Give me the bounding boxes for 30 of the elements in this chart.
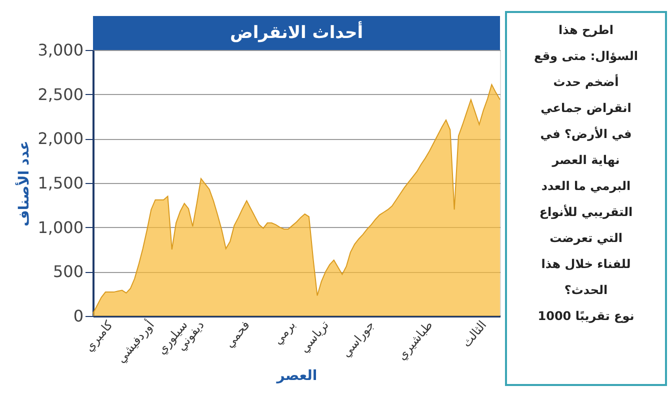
text: نهاية العصر — [551, 153, 620, 167]
text: الحدث؟ — [564, 283, 608, 297]
text: في الأرض؟ في — [540, 126, 632, 141]
text: أضخم حدث — [553, 74, 619, 89]
chart-title: أحداث الانقراض — [230, 21, 364, 43]
text: 1000 نوع تقريبًا — [538, 309, 634, 323]
y-tick-label: 1,500 — [38, 174, 84, 192]
y-tick-label: 2,500 — [38, 84, 84, 104]
text: التي تعرضت — [550, 231, 622, 245]
text: السؤال: متى وقع — [534, 49, 638, 63]
y-axis-title: عدد الأصناف — [14, 140, 33, 226]
x-tick-label: جوراسي — [338, 318, 378, 360]
y-tick-label: 2,000 — [38, 129, 84, 148]
y-tick-label: 500 — [52, 262, 84, 282]
x-tick-label: كامبري — [82, 318, 116, 354]
x-axis-title: العصر — [276, 368, 318, 384]
text: البرمي ما العدد — [541, 179, 631, 193]
text: التقريبي للأنواع — [539, 204, 633, 219]
text: اطرح هذا — [558, 23, 614, 37]
text: انقراض جماعي — [540, 101, 632, 115]
x-tick-label: طباشيري — [394, 318, 436, 363]
text: للفناء خلال هذا — [541, 257, 631, 271]
x-tick-label: أوردفيشي — [113, 317, 158, 366]
x-tick-label: فحمي — [222, 318, 253, 350]
x-tick-label: برمي — [270, 318, 298, 348]
y-tick-label: 3,000 — [38, 40, 84, 60]
x-tick-label: ترياسي — [296, 318, 332, 356]
x-tick-label: الثالث — [459, 318, 490, 350]
y-tick-label: 0 — [73, 306, 84, 326]
y-tick-label: 1,000 — [38, 218, 84, 237]
